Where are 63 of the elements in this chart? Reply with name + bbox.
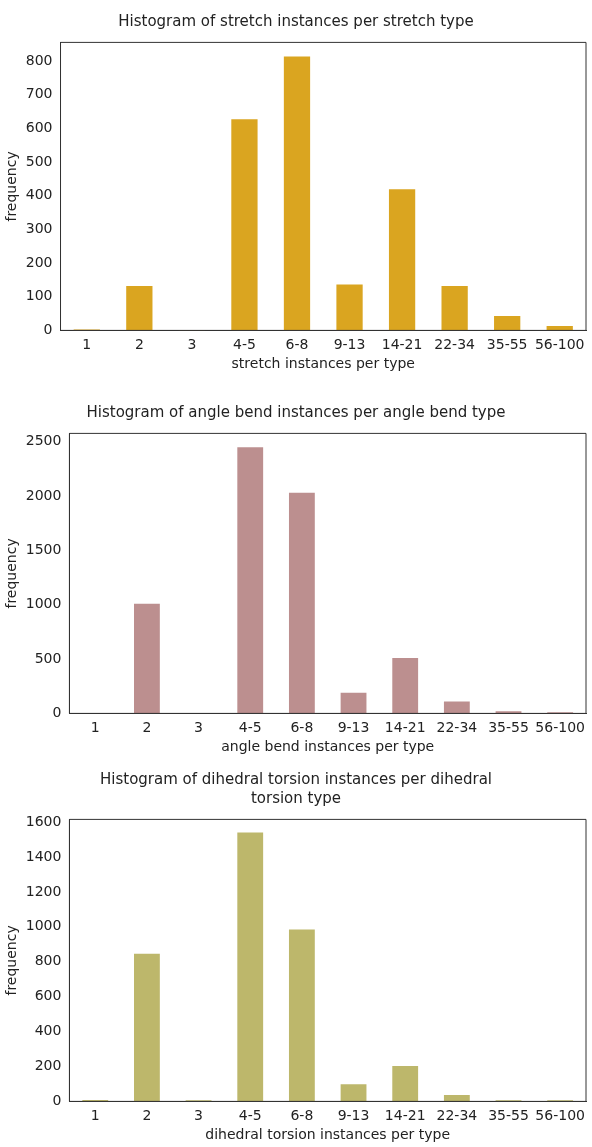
x-tick-label: 6-8 [290, 719, 314, 736]
y-tick-label: 600 [25, 118, 53, 135]
x-tick-label: 3 [194, 719, 204, 736]
x-tick-label: 22-34 [436, 719, 478, 736]
x-tick-label: 6-8 [290, 1107, 314, 1124]
x-tick-label: 6-8 [285, 336, 309, 353]
y-tick-label: 1000 [25, 917, 62, 934]
x-tick-label: 4-5 [233, 336, 256, 353]
y-axis-title: frequency [3, 538, 20, 609]
y-tick-label: 1600 [25, 812, 62, 829]
y-tick-label: 600 [34, 987, 62, 1004]
chart-title: Histogram of angle bend instances per angle bend type [85, 403, 507, 422]
x-tick-label: 4-5 [238, 719, 262, 736]
x-tick-label: 56-100 [535, 719, 585, 736]
y-tick-label: 0 [52, 704, 62, 721]
y-tick-label: 1400 [25, 847, 62, 864]
x-tick-label: 35-55 [488, 1107, 529, 1124]
x-tick-label: 35-55 [488, 719, 529, 736]
y-tick-label: 2500 [25, 432, 62, 449]
x-tick-label: 1 [90, 719, 100, 736]
x-tick-label: 2 [134, 336, 144, 353]
x-axis-title: dihedral torsion instances per type [205, 1126, 451, 1143]
x-axis-title: stretch instances per type [231, 355, 415, 372]
y-tick-label: 300 [25, 219, 53, 236]
y-tick-label: 200 [34, 1057, 62, 1074]
x-tick-label: 3 [187, 336, 197, 353]
x-tick-label: 14-21 [381, 336, 423, 353]
x-tick-label: 9-13 [337, 719, 370, 736]
x-tick-label: 4-5 [238, 1107, 262, 1124]
y-tick-label: 0 [52, 1092, 62, 1109]
y-tick-label: 800 [34, 952, 62, 969]
y-tick-label: 400 [34, 1022, 62, 1039]
y-axis-title: frequency [3, 925, 20, 996]
x-tick-label: 2 [142, 1107, 152, 1124]
x-tick-label: 56-100 [535, 1107, 585, 1124]
x-tick-label: 14-21 [384, 719, 426, 736]
y-tick-label: 1500 [25, 541, 62, 558]
x-tick-label: 22-34 [436, 1107, 478, 1124]
x-axis-title: angle bend instances per type [221, 738, 435, 755]
x-tick-label: 35-55 [486, 336, 528, 353]
x-tick-label: 1 [90, 1107, 100, 1124]
x-tick-label: 56-100 [534, 336, 585, 353]
y-tick-label: 500 [25, 152, 53, 169]
x-tick-label: 9-13 [333, 336, 366, 353]
y-tick-label: 700 [25, 85, 53, 102]
chart-title: Histogram of dihedral torsion instances per dihedral torsion type [99, 770, 493, 808]
y-tick-label: 1200 [25, 882, 62, 899]
chart-title: Histogram of stretch instances per stretch type [117, 12, 475, 31]
y-tick-label: 800 [25, 51, 53, 68]
y-tick-label: 400 [25, 186, 53, 203]
y-tick-label: 1000 [25, 595, 62, 612]
x-tick-label: 2 [142, 719, 152, 736]
x-tick-label: 14-21 [384, 1107, 426, 1124]
y-tick-label: 200 [25, 253, 53, 270]
x-tick-label: 22-34 [434, 336, 476, 353]
y-tick-label: 100 [25, 287, 53, 304]
y-tick-label: 500 [34, 649, 62, 666]
y-tick-label: 2000 [25, 486, 62, 503]
x-tick-label: 9-13 [337, 1107, 370, 1124]
x-tick-label: 1 [82, 336, 92, 353]
x-tick-label: 3 [194, 1107, 204, 1124]
y-tick-label: 0 [43, 321, 53, 338]
y-axis-title: frequency [3, 151, 20, 222]
